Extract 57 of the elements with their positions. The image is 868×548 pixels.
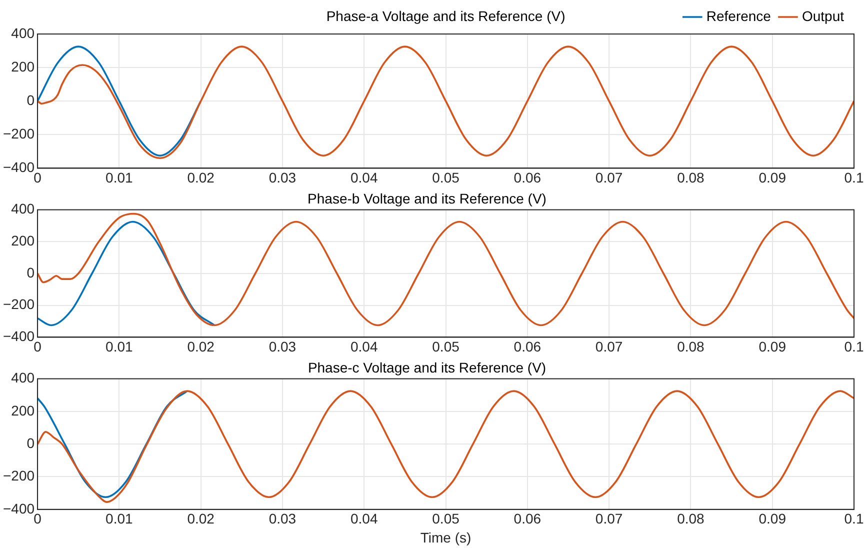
line-series [38, 390, 854, 503]
legend-label: Output [802, 8, 844, 24]
line-series [38, 390, 188, 498]
y-tick-label: 0 [26, 434, 35, 451]
line-series [38, 46, 202, 157]
line-series [38, 46, 854, 160]
y-tick-label: −200 [2, 126, 35, 142]
x-tick-label: 0.02 [187, 169, 215, 186]
chart-title: Phase-c Voltage and its Reference (V) [308, 359, 546, 376]
y-tick-label: 200 [11, 402, 35, 418]
x-tick-label: 0.03 [268, 510, 296, 527]
x-tick-label: 0.1 [844, 510, 864, 527]
x-tick-label: 0.05 [432, 169, 460, 186]
y-tick-label: 0 [26, 92, 35, 108]
x-tick-label: 0.1 [844, 338, 864, 354]
x-tick-label: 0.03 [268, 338, 296, 354]
x-tick-label: 0.05 [432, 338, 460, 354]
x-tick-label: 0.03 [268, 169, 296, 186]
x-tick-label: 0.1 [844, 169, 864, 186]
x-tick-label: 0.04 [350, 510, 378, 527]
x-tick-label: 0.09 [758, 338, 786, 354]
y-tick-label: −200 [2, 296, 35, 312]
x-tick-label: 0.02 [187, 510, 215, 527]
y-tick-label: −200 [2, 468, 35, 484]
y-tick-label: 400 [11, 200, 35, 217]
line-series [38, 212, 854, 326]
x-tick-label: 0.07 [595, 510, 623, 527]
x-tick-label: 0.08 [677, 510, 705, 527]
x-tick-label: 0.05 [432, 510, 460, 527]
y-tick-label: −400 [2, 328, 35, 344]
x-tick-label: 0.07 [595, 338, 623, 354]
x-tick-label: 0.07 [595, 169, 623, 186]
y-tick-label: 200 [11, 232, 35, 249]
legend-label: Reference [706, 8, 772, 24]
chart-title: Phase-a Voltage and its Reference (V) [326, 8, 566, 24]
x-tick-label: 0.06 [514, 510, 542, 527]
x-tick-label: 0.01 [106, 338, 134, 354]
y-tick-label: 200 [11, 58, 35, 74]
y-tick-label: 0 [26, 264, 35, 280]
x-tick-label: 0.04 [350, 169, 378, 186]
line-series [38, 220, 216, 326]
y-tick-label: 400 [11, 370, 35, 386]
x-tick-label: 0.08 [677, 338, 705, 354]
x-tick-label: 0.09 [758, 510, 786, 527]
y-tick-label: −400 [2, 500, 35, 516]
x-tick-label: 0.09 [758, 169, 786, 186]
x-tick-label: 0.06 [514, 169, 542, 186]
x-tick-label: 0.06 [514, 338, 542, 354]
chart-title: Phase-b Voltage and its Reference (V) [308, 190, 546, 206]
x-tick-label: 0.08 [677, 169, 705, 186]
x-axis-title: Time (s) [420, 529, 472, 546]
x-tick-label: 0.01 [106, 169, 134, 186]
x-tick-label: 0.04 [350, 338, 378, 354]
x-tick-label: 0.01 [106, 510, 134, 527]
y-tick-label: −400 [2, 159, 35, 176]
y-tick-label: 400 [11, 24, 35, 41]
x-tick-label: 0.02 [187, 338, 215, 354]
